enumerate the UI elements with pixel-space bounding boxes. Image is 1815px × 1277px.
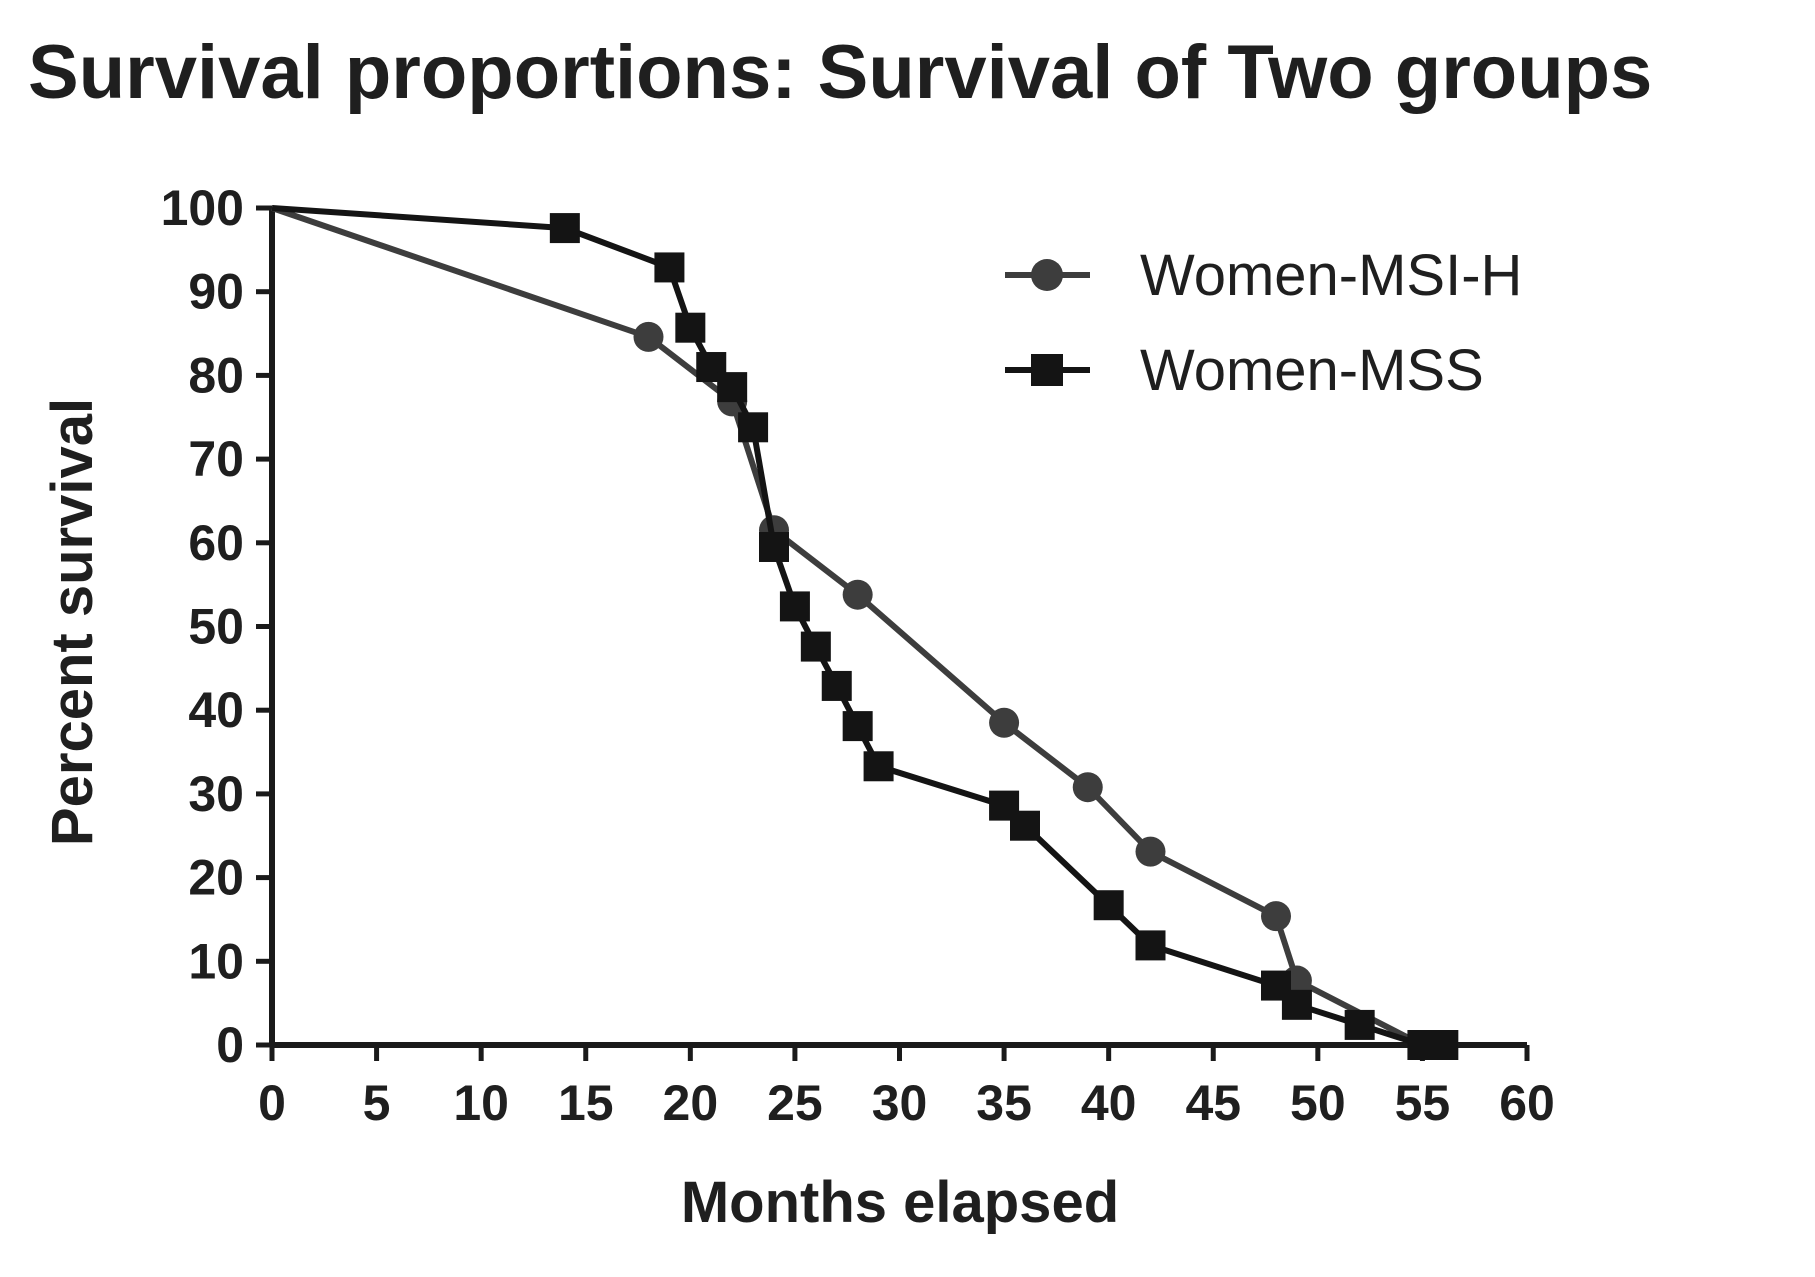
legend-item-msi-h[interactable]: Women-MSI-H — [1005, 243, 1522, 308]
y-tick-label: 80 — [188, 347, 244, 403]
y-tick-label: 30 — [188, 766, 244, 822]
x-tick-label: 50 — [1290, 1075, 1346, 1131]
data-point-square — [549, 213, 580, 244]
series-mss — [271, 205, 1459, 1060]
data-point-square — [1010, 810, 1040, 841]
legend: Women-MSI-H Women-MSS — [1005, 243, 1522, 403]
y-tick-label: 40 — [188, 682, 244, 738]
data-point-circle — [1261, 901, 1291, 932]
data-point-square — [1281, 989, 1312, 1020]
x-tick-label: 40 — [1081, 1075, 1137, 1131]
plot-area: 0 10 20 30 40 50 60 70 80 90 100 0 5 10 15 20 25 30 35 40 45… — [161, 180, 1555, 1131]
legend-marker-circle — [1031, 259, 1063, 291]
data-point-square — [863, 751, 894, 782]
data-point-square — [675, 312, 706, 343]
y-axis-label: Percent survival — [40, 398, 105, 846]
legend-label-mss: Women-MSS — [1140, 338, 1484, 403]
data-point-square — [821, 670, 852, 701]
data-point-square — [654, 252, 685, 283]
data-point-square — [842, 711, 873, 742]
y-tick-label: 50 — [188, 599, 244, 655]
data-point-square — [759, 531, 789, 562]
y-tick-label: 60 — [188, 515, 244, 571]
x-tick-label: 45 — [1185, 1075, 1241, 1131]
x-axis-label: Months elapsed — [681, 1170, 1119, 1235]
data-point-square — [738, 412, 769, 443]
data-point-square — [1344, 1009, 1375, 1040]
y-tick-label: 10 — [188, 933, 244, 989]
data-point-square — [779, 591, 810, 622]
legend-label-msi-h: Women-MSI-H — [1140, 243, 1522, 308]
chart-title: Survival proportions: Survival of Two gr… — [28, 30, 1652, 115]
x-tick-label: 10 — [453, 1075, 509, 1131]
data-point-square — [1135, 930, 1166, 961]
x-tick-label: 0 — [258, 1075, 286, 1131]
y-tick-label: 0 — [216, 1017, 244, 1073]
x-tick-label: 5 — [363, 1075, 391, 1131]
y-tick-label: 20 — [188, 850, 244, 906]
x-tick-label: 15 — [558, 1075, 614, 1131]
x-tick-label: 55 — [1395, 1075, 1451, 1131]
x-tick-label: 60 — [1499, 1075, 1555, 1131]
data-point-circle — [1072, 772, 1103, 803]
data-point-circle — [842, 579, 873, 610]
y-tick-label: 70 — [188, 431, 244, 487]
data-point-square — [1093, 890, 1124, 921]
y-tick-label: 100 — [161, 180, 244, 236]
series-msi-h — [271, 205, 1459, 1060]
data-point-square — [1428, 1030, 1459, 1060]
x-tick-label: 35 — [976, 1075, 1032, 1131]
data-point-square — [800, 631, 831, 662]
legend-item-mss[interactable]: Women-MSS — [1005, 338, 1484, 403]
x-tick-label: 20 — [663, 1075, 719, 1131]
data-point-circle — [1135, 836, 1166, 867]
x-tick-label: 30 — [872, 1075, 928, 1131]
legend-marker-square — [1031, 354, 1063, 386]
data-point-circle — [633, 321, 664, 352]
y-tick-label: 90 — [188, 264, 244, 320]
data-point-circle — [989, 707, 1020, 738]
data-point-square — [717, 372, 748, 403]
x-tick-label: 25 — [767, 1075, 823, 1131]
